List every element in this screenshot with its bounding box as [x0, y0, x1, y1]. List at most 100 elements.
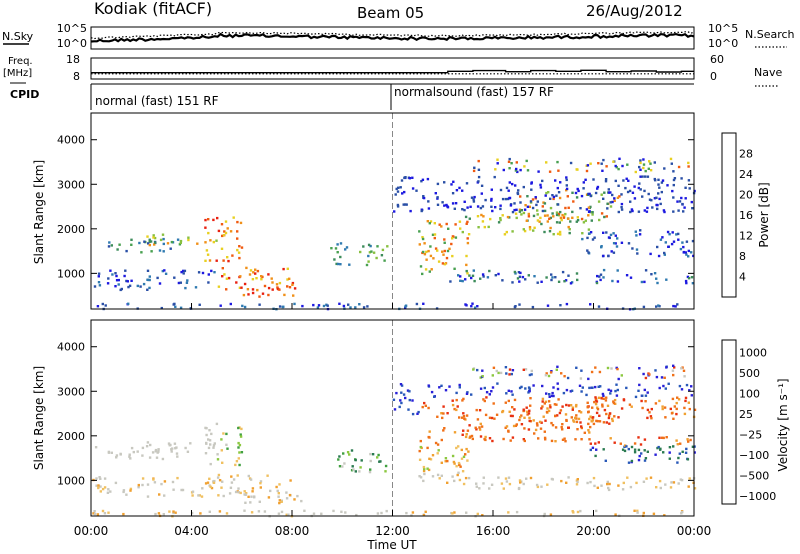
heatmap-cell	[206, 481, 210, 484]
heatmap-cell	[436, 203, 440, 206]
heatmap-cell	[646, 408, 650, 412]
heatmap-cell	[524, 278, 527, 281]
heatmap-cell	[614, 513, 617, 516]
heatmap-cell	[336, 251, 339, 254]
heatmap-cell	[97, 484, 100, 487]
heatmap-cell	[650, 199, 653, 202]
heatmap-cell	[461, 230, 464, 234]
heatmap-cell	[110, 244, 113, 247]
heatmap-cell	[484, 198, 487, 202]
heatmap-cell	[511, 414, 514, 418]
heatmap-cell	[649, 476, 653, 479]
heatmap-cell	[598, 275, 601, 278]
heatmap-cell	[627, 179, 630, 182]
heatmap-cell	[532, 384, 535, 387]
heatmap-cell	[519, 271, 522, 275]
nave-tick: 0	[710, 70, 717, 83]
heatmap-cell	[505, 230, 508, 234]
heatmap-cell	[96, 513, 100, 516]
heatmap-cell	[408, 398, 411, 402]
heatmap-cell	[372, 251, 376, 254]
heatmap-cell	[541, 209, 545, 213]
heatmap-cell	[151, 451, 155, 454]
heatmap-cell	[572, 511, 575, 514]
heatmap-cell	[617, 184, 620, 187]
heatmap-cell	[338, 465, 342, 468]
heatmap-cell	[209, 239, 212, 242]
heatmap-cell	[430, 268, 433, 271]
heatmap-cell	[666, 184, 669, 187]
heatmap-cell	[618, 195, 621, 198]
heatmap-cell	[422, 469, 426, 473]
date-title: 26/Aug/2012	[586, 2, 683, 20]
heatmap-cell	[526, 410, 529, 413]
heatmap-cell	[358, 303, 361, 306]
heatmap-cell	[226, 227, 229, 230]
heatmap-cell	[591, 211, 594, 214]
heatmap-cell	[484, 413, 488, 417]
heatmap-cell	[642, 158, 645, 161]
heatmap-cell	[185, 281, 189, 284]
heatmap-cell	[562, 391, 566, 395]
heatmap-cell	[616, 388, 619, 392]
heatmap-cell	[479, 422, 482, 426]
heatmap-cell	[457, 461, 461, 465]
heatmap-cell	[351, 465, 354, 468]
heatmap-cell	[146, 235, 149, 238]
heatmap-cell	[594, 399, 598, 402]
heatmap-cell	[659, 202, 662, 206]
heatmap-cell	[449, 280, 452, 283]
heatmap-cell	[187, 238, 190, 242]
heatmap-cell	[575, 414, 578, 417]
heatmap-cell	[424, 510, 427, 513]
heatmap-cell	[147, 242, 150, 245]
heatmap-cell	[569, 404, 573, 407]
heatmap-cell	[522, 228, 525, 231]
heatmap-cell	[436, 196, 439, 199]
heatmap-cell	[552, 195, 556, 199]
heatmap-cell	[663, 253, 666, 256]
heatmap-cell	[612, 160, 615, 163]
heatmap-cell	[443, 427, 446, 430]
heatmap-cell	[146, 269, 150, 272]
heatmap-cell	[122, 490, 125, 494]
heatmap-cell	[619, 442, 622, 445]
heatmap-cell	[277, 495, 280, 498]
heatmap-cell	[236, 230, 239, 233]
heatmap-cell	[508, 167, 511, 170]
heatmap-cell	[609, 392, 612, 395]
heatmap-cell	[476, 368, 479, 372]
heatmap-cell	[427, 207, 431, 210]
heatmap-cell	[276, 489, 279, 493]
heatmap-cell	[564, 413, 568, 416]
heatmap-cell	[691, 207, 694, 210]
heatmap-cell	[649, 162, 652, 165]
heatmap-cell	[523, 427, 526, 430]
heatmap-cell	[239, 221, 243, 225]
heatmap-cell	[607, 416, 611, 420]
heatmap-cell	[271, 288, 274, 291]
heatmap-cell	[549, 513, 553, 516]
heatmap-cell	[98, 476, 101, 479]
heatmap-cell	[541, 179, 544, 183]
heatmap-cell	[557, 212, 561, 216]
heatmap-cell	[575, 483, 579, 486]
heatmap-cell	[617, 416, 620, 419]
heatmap-cell	[348, 453, 351, 456]
heatmap-cell	[528, 373, 532, 377]
heatmap-cell	[405, 511, 408, 515]
heatmap-cell	[663, 210, 666, 214]
heatmap-cell	[672, 364, 675, 367]
heatmap-cell	[678, 384, 682, 388]
freq-tick: 8	[73, 70, 80, 83]
heatmap-cell	[665, 366, 668, 369]
heatmap-cell	[631, 191, 635, 194]
heatmap-cell	[107, 451, 111, 454]
heatmap-cell	[587, 210, 591, 213]
heatmap-cell	[561, 428, 564, 431]
heatmap-cell	[393, 210, 396, 213]
heatmap-cell	[472, 169, 476, 173]
heatmap-cell	[589, 162, 592, 165]
heatmap-cell	[617, 484, 620, 487]
heatmap-cell	[601, 392, 605, 396]
